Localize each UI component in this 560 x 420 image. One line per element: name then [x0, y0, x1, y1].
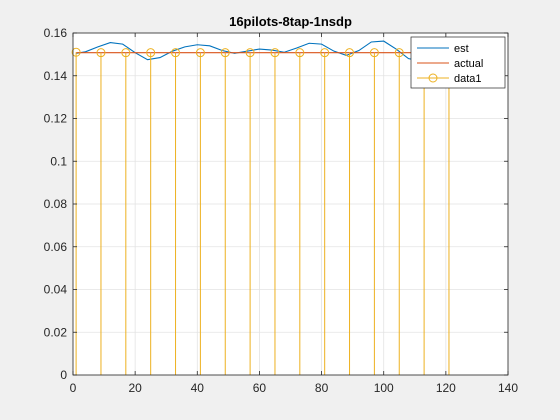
y-tick-label: 0.1 [50, 154, 67, 168]
y-tick-label: 0.16 [44, 26, 68, 40]
y-tick-label: 0.12 [44, 112, 68, 126]
y-tick-label: 0.06 [44, 240, 68, 254]
legend: est actual data1 [410, 36, 506, 89]
stem-marker [270, 48, 280, 58]
x-tick-label: 80 [315, 381, 329, 395]
legend-label-est: est [454, 43, 469, 55]
x-tick-label: 40 [191, 381, 205, 395]
legend-label-data1: data1 [454, 73, 482, 85]
y-tick-label: 0.02 [44, 325, 68, 339]
stem-marker [146, 48, 156, 58]
x-tick-label: 120 [436, 381, 456, 395]
ticks: 0 20 40 60 80 100 120 140 0 0.02 0.04 0.06 0.08 0.1 0.… [44, 26, 519, 395]
stem-marker [369, 48, 379, 58]
stem-marker [345, 48, 355, 58]
y-tick-label: 0 [60, 368, 67, 382]
stem-marker [96, 48, 106, 58]
stem-marker [71, 47, 81, 57]
stem-marker [394, 48, 404, 58]
y-tick-label: 0.08 [44, 197, 68, 211]
stem-marker [171, 48, 181, 58]
legend-label-actual: actual [454, 58, 483, 70]
x-tick-label: 60 [253, 381, 267, 395]
x-tick-label: 100 [374, 381, 394, 395]
y-tick-label: 0.04 [44, 283, 68, 297]
stem-marker [295, 48, 305, 58]
stem-marker [121, 48, 131, 58]
legend-marker-data1 [428, 73, 438, 83]
series-layer [71, 40, 471, 375]
x-tick-label: 20 [128, 381, 142, 395]
chart-title: 16pilots-8tap-1nsdp [229, 14, 352, 29]
x-tick-label: 140 [498, 381, 518, 395]
x-tick-label: 0 [70, 381, 77, 395]
stem-marker [220, 48, 230, 58]
stem-marker [320, 48, 330, 58]
stem-marker [245, 48, 255, 58]
stem-marker [195, 48, 205, 58]
y-tick-label: 0.14 [44, 69, 68, 83]
series-data1 [71, 47, 454, 375]
